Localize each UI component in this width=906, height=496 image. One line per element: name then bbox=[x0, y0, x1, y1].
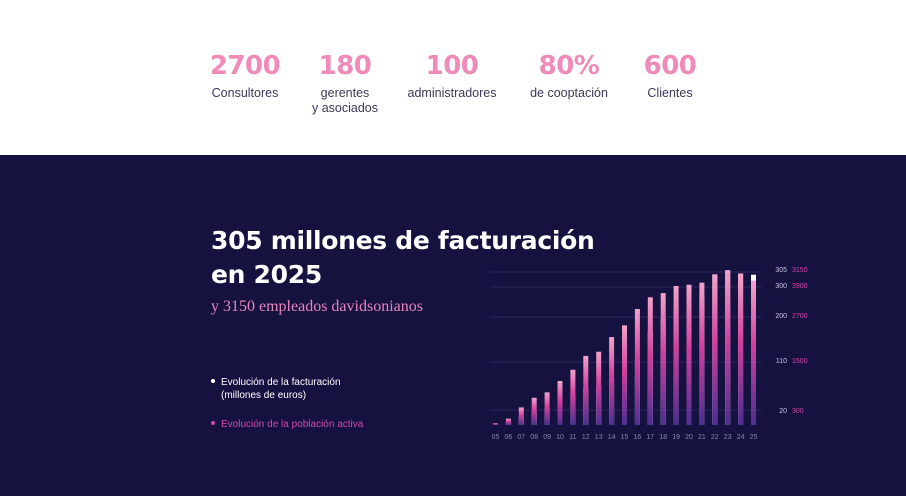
legend-dot-icon bbox=[211, 421, 215, 426]
stat-value: 2700 bbox=[209, 51, 281, 81]
bar-population bbox=[505, 418, 511, 425]
bar-population bbox=[493, 423, 498, 425]
x-tick-label: 11 bbox=[569, 434, 576, 441]
x-tick-label: 18 bbox=[659, 434, 667, 441]
bar-population bbox=[725, 270, 731, 425]
bar-population bbox=[596, 351, 602, 425]
y-tick-label-revenue: 200 bbox=[775, 313, 787, 320]
x-tick-label: 13 bbox=[595, 434, 603, 441]
y-tick-label-revenue: 110 bbox=[776, 358, 787, 365]
stat-value: 600 bbox=[643, 51, 697, 81]
page-title: 305 millones de facturación en 2025 bbox=[211, 226, 595, 289]
bar-population bbox=[699, 282, 705, 425]
stat-value: 80% bbox=[538, 51, 600, 81]
stat-label: gerentes y asociados bbox=[311, 86, 379, 115]
legend-dot-icon bbox=[211, 379, 215, 384]
y-tick-label-population: 300 bbox=[792, 408, 804, 415]
y-tick-label-population: 2700 bbox=[792, 313, 808, 320]
x-tick-label: 14 bbox=[608, 434, 616, 441]
bar-population bbox=[544, 392, 550, 425]
revenue-section: 305 millones de facturación en 2025 y 31… bbox=[0, 155, 906, 496]
bar-population bbox=[570, 369, 576, 425]
bar-population bbox=[751, 280, 756, 425]
stats-section: 2700 Consultores 180 gerentes y asociado… bbox=[0, 0, 906, 155]
x-tick-label: 23 bbox=[724, 434, 732, 441]
x-tick-label: 20 bbox=[685, 434, 693, 441]
stat-administradores: 100 administradores bbox=[408, 50, 497, 101]
bar-population bbox=[557, 381, 563, 425]
bar-population bbox=[712, 274, 718, 425]
x-tick-label: 10 bbox=[556, 434, 564, 441]
x-tick-label: 16 bbox=[634, 434, 642, 441]
x-tick-label: 25 bbox=[750, 434, 758, 441]
x-tick-label: 05 bbox=[492, 434, 500, 441]
legend-item-population: Evolución de la población activa bbox=[211, 418, 363, 431]
bar-population bbox=[531, 397, 537, 425]
bar-population bbox=[518, 407, 524, 425]
x-tick-label: 22 bbox=[711, 434, 719, 441]
y-tick-label-population: 3900 bbox=[792, 283, 808, 290]
y-tick-label-population: 3150 bbox=[792, 267, 808, 274]
bar-population bbox=[583, 355, 589, 425]
x-tick-label: 12 bbox=[582, 434, 590, 441]
bar-population bbox=[738, 273, 744, 425]
stat-label: administradores bbox=[407, 86, 497, 100]
stat-value: 180 bbox=[318, 51, 372, 81]
bar-population bbox=[673, 286, 679, 425]
x-tick-label: 19 bbox=[672, 434, 680, 441]
stat-value: 100 bbox=[425, 51, 479, 81]
stat-label: de cooptación bbox=[530, 86, 608, 100]
x-tick-label: 21 bbox=[698, 434, 706, 441]
x-tick-label: 09 bbox=[543, 434, 551, 441]
bar-population bbox=[647, 297, 653, 425]
x-tick-label: 24 bbox=[737, 434, 745, 441]
legend-label: Evolución de la población activa bbox=[221, 419, 364, 430]
legend-item-revenue: Evolución de la facturación (millones de… bbox=[211, 376, 341, 402]
bar-population bbox=[634, 309, 640, 425]
y-tick-label-revenue: 300 bbox=[775, 283, 787, 290]
bar-population bbox=[686, 284, 692, 425]
y-tick-label-population: 1500 bbox=[792, 358, 808, 365]
x-tick-label: 07 bbox=[517, 434, 525, 441]
bar-population bbox=[622, 325, 627, 425]
stat-cooptacion: 80% de cooptación bbox=[530, 50, 608, 101]
x-tick-label: 17 bbox=[646, 434, 654, 441]
x-tick-label: 15 bbox=[621, 434, 629, 441]
bar-population bbox=[609, 337, 615, 425]
y-tick-label-revenue: 305 bbox=[775, 267, 787, 274]
stat-consultores: 2700 Consultores bbox=[209, 50, 281, 101]
revenue-population-chart: 05 06 07 08 09 10 11 12 13 14 15 16 17 18 19 20 21 22 23 24… bbox=[490, 267, 808, 441]
x-tick-label: 08 bbox=[530, 434, 538, 441]
stat-clientes: 600 Clientes bbox=[644, 50, 697, 101]
stat-label: Clientes bbox=[647, 86, 693, 100]
bar-population bbox=[660, 293, 666, 425]
x-tick-label: 06 bbox=[505, 434, 513, 441]
stat-gerentes: 180 gerentes y asociados bbox=[312, 50, 378, 116]
legend-label: Evolución de la facturación (millones de… bbox=[221, 377, 341, 401]
stat-label: Consultores bbox=[211, 86, 279, 100]
y-tick-label-revenue: 20 bbox=[779, 408, 787, 415]
subtitle: y 3150 empleados davidsonianos bbox=[211, 298, 423, 315]
